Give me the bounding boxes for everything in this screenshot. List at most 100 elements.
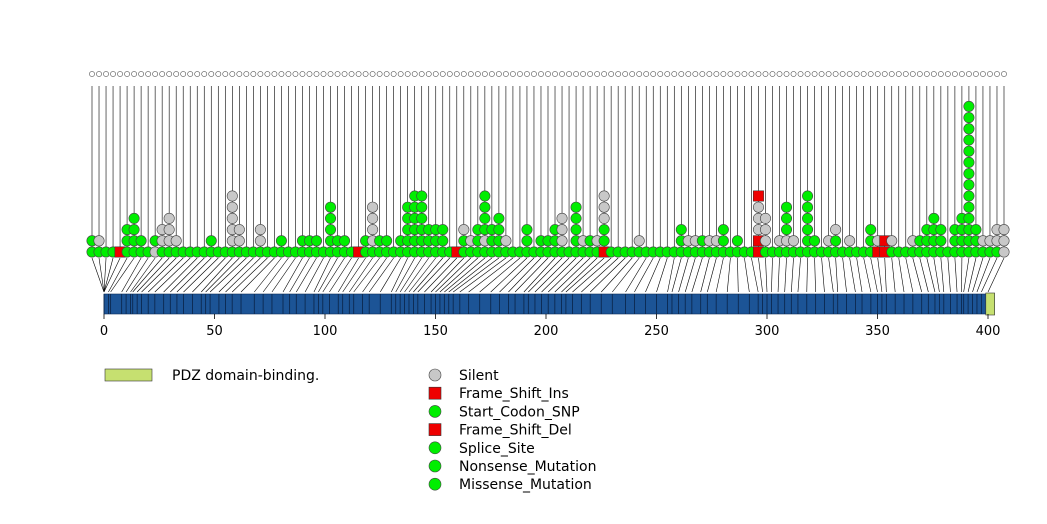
- position-connector: [940, 257, 945, 293]
- position-connector: [751, 257, 759, 293]
- position-connector: [671, 257, 682, 293]
- position-connector: [435, 257, 472, 293]
- position-connector: [254, 257, 282, 293]
- position-connector: [898, 257, 905, 293]
- position-connector: [490, 257, 528, 293]
- mutation-dot-silent: [93, 235, 105, 247]
- position-connector: [891, 257, 896, 293]
- label-anchor-dot: [839, 71, 846, 77]
- label-anchor-dot: [706, 71, 713, 77]
- position-connector: [404, 257, 429, 293]
- position-connector: [784, 257, 787, 293]
- legend-mutation-swatch: [428, 405, 442, 418]
- position-connector: [814, 257, 816, 293]
- position-connector: [322, 257, 345, 293]
- label-anchor-dot: [103, 71, 109, 77]
- label-anchor-dot: [390, 71, 397, 77]
- label-anchor-dot: [229, 71, 236, 77]
- position-connector: [954, 257, 958, 293]
- label-anchor-dot: [853, 71, 860, 77]
- label-anchor-dot: [776, 71, 783, 77]
- label-anchor-dot: [222, 71, 229, 77]
- label-anchor-dot: [608, 71, 615, 77]
- label-anchor-dot: [180, 71, 187, 77]
- position-connector: [625, 257, 647, 293]
- mutation-dot-silent: [226, 190, 238, 202]
- position-connector: [976, 257, 991, 293]
- mutation-dot-missense: [809, 235, 821, 247]
- position-connector: [136, 257, 170, 293]
- label-anchor-dot: [994, 71, 1000, 77]
- label-anchor-dot: [860, 71, 867, 77]
- mutation-dot-missense: [479, 201, 491, 213]
- mutation-dot-silent: [367, 212, 379, 224]
- label-anchor-dot: [804, 71, 811, 77]
- label-anchor-dot: [124, 71, 130, 77]
- mutation-dot-silent: [226, 201, 238, 213]
- mutation-dot-missense: [963, 179, 975, 191]
- label-anchor-dot: [292, 71, 299, 77]
- position-connector: [645, 257, 661, 293]
- mutation-dot-missense: [416, 212, 428, 224]
- label-anchor-dot: [446, 71, 453, 77]
- protein-track: [103, 292, 995, 316]
- label-anchor-dot: [201, 71, 208, 77]
- mutation-dot-silent: [998, 224, 1010, 236]
- mutation-dot-silent: [367, 201, 379, 213]
- mutation-dot-missense: [970, 224, 982, 236]
- label-anchor-dot: [313, 71, 320, 77]
- label-anchor-dot: [397, 71, 404, 77]
- position-connector: [110, 257, 135, 293]
- mutation-dot-silent: [233, 224, 245, 236]
- position-connector: [289, 257, 310, 293]
- label-anchor-dot: [467, 71, 474, 77]
- mutation-dot-missense: [963, 168, 975, 180]
- protein-bar: [103, 293, 995, 315]
- label-anchor-dot: [692, 71, 699, 77]
- x-tick-label: 250: [644, 324, 669, 339]
- mutation-dot-silent: [233, 235, 245, 247]
- mutation-dot-silent: [163, 224, 175, 236]
- mutation-dot-missense: [493, 224, 505, 236]
- position-connector: [684, 257, 696, 293]
- label-anchor-dot: [173, 71, 180, 77]
- position-connector: [453, 257, 500, 293]
- legend: PDZ domain-binding. Silent Frame_Shift_Ins…: [104, 368, 596, 493]
- position-connector: [884, 257, 887, 293]
- position-connector: [726, 257, 731, 293]
- label-anchor-dot: [973, 71, 979, 77]
- position-connector: [912, 257, 922, 293]
- mutation-dot-missense: [416, 190, 428, 202]
- label-anchor-dot: [243, 71, 250, 77]
- label-anchor-dot: [643, 71, 650, 77]
- mutation-dot-missense: [325, 201, 337, 213]
- position-connector: [231, 257, 268, 293]
- label-anchor-dot: [951, 71, 958, 77]
- mutation-dots: [86, 100, 1010, 258]
- mutation-dot-missense: [963, 145, 975, 157]
- position-connector: [765, 257, 768, 293]
- x-tick-label: 150: [423, 324, 448, 339]
- mutation-dot-silent: [752, 201, 764, 213]
- position-connector: [225, 257, 261, 293]
- position-connector: [313, 257, 331, 293]
- label-anchor-dot: [727, 71, 734, 77]
- mutation-dot-missense: [935, 235, 947, 247]
- label-anchor-dot: [348, 71, 355, 77]
- position-connector: [141, 257, 177, 293]
- mutation-dot-missense: [479, 212, 491, 224]
- label-anchor-dot: [987, 71, 993, 77]
- mutation-dot-missense: [781, 201, 793, 213]
- label-anchor-dot: [930, 71, 937, 77]
- label-anchor-dot: [720, 71, 727, 77]
- position-connectors: [91, 257, 1005, 293]
- label-anchor-dot: [383, 71, 390, 77]
- x-tick-label: 350: [865, 324, 890, 339]
- position-connector: [534, 257, 570, 293]
- label-anchor-dot: [783, 71, 790, 77]
- mutation-dot-missense: [416, 201, 428, 213]
- legend-mutation-swatch: [428, 441, 442, 455]
- position-connector: [125, 257, 149, 293]
- position-connector: [103, 257, 114, 293]
- label-anchor-dot: [271, 71, 278, 77]
